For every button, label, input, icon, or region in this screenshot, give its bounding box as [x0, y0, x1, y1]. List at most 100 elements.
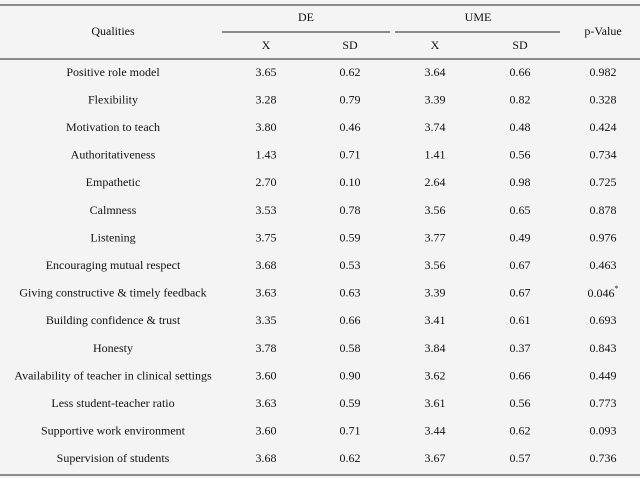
- cell: 0.59: [340, 396, 361, 410]
- quality-label: Availability of teacher in clinical sett…: [14, 368, 212, 382]
- cell: 3.80: [256, 120, 277, 134]
- cell: 0.56: [510, 148, 531, 162]
- sub-header: X: [262, 38, 271, 52]
- cell: 0.66: [510, 368, 531, 382]
- cell: 3.60: [256, 424, 277, 438]
- quality-label: Supportive work environment: [41, 424, 186, 438]
- cell: 0.66: [510, 65, 531, 79]
- cell: 1.43: [256, 148, 277, 162]
- cell: 0.328: [590, 92, 617, 106]
- cell: 0.463: [590, 258, 617, 272]
- cell: 3.35: [256, 313, 277, 327]
- cell: 0.82: [510, 92, 531, 106]
- cell: 0.449: [590, 368, 617, 382]
- quality-label: Honesty: [93, 341, 133, 355]
- cell: 0.843: [590, 341, 617, 355]
- quality-label: Giving constructive & timely feedback: [19, 286, 206, 300]
- cell: 3.61: [425, 396, 446, 410]
- quality-label: Motivation to teach: [66, 120, 160, 134]
- cell: 0.725: [590, 175, 617, 189]
- header-cell: Qualities: [91, 24, 135, 38]
- cell: 0.61: [510, 313, 531, 327]
- quality-label: Encouraging mutual respect: [46, 258, 181, 272]
- cell: 2.64: [425, 175, 446, 189]
- group-header: UME: [465, 10, 492, 24]
- cell: 0.67: [510, 286, 531, 300]
- quality-label: Less student-teacher ratio: [51, 396, 174, 410]
- cell: 2.70: [256, 175, 277, 189]
- cell: 0.48: [510, 120, 531, 134]
- sub-header: SD: [512, 38, 528, 52]
- cell: 0.878: [590, 203, 617, 217]
- cell: 0.59: [340, 230, 361, 244]
- cell: 3.62: [425, 368, 446, 382]
- cell: 0.736: [590, 451, 617, 465]
- quality-label: Supervision of students: [57, 451, 170, 465]
- cell: 3.41: [425, 313, 446, 327]
- cell-value: 0.046: [588, 286, 615, 300]
- cell: 0.37: [510, 341, 531, 355]
- cell: 3.75: [256, 230, 277, 244]
- sub-header: X: [431, 38, 440, 52]
- cell: 0.49: [510, 230, 531, 244]
- quality-label: Listening: [90, 230, 135, 244]
- cell: 0.976: [590, 230, 617, 244]
- cell: 0.71: [340, 424, 361, 438]
- cell: 0.734: [590, 148, 617, 162]
- cell: 3.39: [425, 286, 446, 300]
- cell: 3.77: [425, 230, 446, 244]
- cell: 3.63: [256, 286, 277, 300]
- cell: 0.62: [340, 451, 361, 465]
- cell: 3.63: [256, 396, 277, 410]
- cell: 1.41: [425, 148, 446, 162]
- cell: 3.56: [425, 258, 446, 272]
- cell: 3.60: [256, 368, 277, 382]
- cell: 3.56: [425, 203, 446, 217]
- quality-label: Positive role model: [66, 65, 160, 79]
- cell: 0.982: [590, 65, 617, 79]
- cell: 0.66: [340, 313, 361, 327]
- cell: 0.63: [340, 286, 361, 300]
- cell: 0.62: [510, 424, 531, 438]
- cell: 3.28: [256, 92, 277, 106]
- cell: 0.71: [340, 148, 361, 162]
- cell: 0.046*: [588, 284, 619, 300]
- cell: 0.79: [340, 92, 361, 106]
- cell: 0.78: [340, 203, 361, 217]
- sub-header: SD: [342, 38, 358, 52]
- cell: 0.46: [340, 120, 361, 134]
- cell-note: *: [615, 284, 619, 293]
- cell: 3.84: [425, 341, 446, 355]
- cell: 0.53: [340, 258, 361, 272]
- cell: 0.56: [510, 396, 531, 410]
- cell: 0.57: [510, 451, 531, 465]
- cell: 3.74: [425, 120, 446, 134]
- quality-label: Authoritativeness: [71, 148, 156, 162]
- cell: 0.093: [590, 424, 617, 438]
- cell: 3.67: [425, 451, 446, 465]
- cell: 0.98: [510, 175, 531, 189]
- quality-label: Empathetic: [86, 175, 141, 189]
- cell: 3.53: [256, 203, 277, 217]
- cell: 3.68: [256, 258, 277, 272]
- cell: 0.10: [340, 175, 361, 189]
- cell: 3.65: [256, 65, 277, 79]
- cell: 3.64: [425, 65, 446, 79]
- cell: 0.67: [510, 258, 531, 272]
- cell: 3.44: [425, 424, 446, 438]
- cell: 0.62: [340, 65, 361, 79]
- cell: 3.39: [425, 92, 446, 106]
- quality-label: Flexibility: [88, 92, 138, 106]
- cell: 3.78: [256, 341, 277, 355]
- cell: 0.90: [340, 368, 361, 382]
- cell: 0.773: [590, 396, 617, 410]
- quality-label: Building confidence & trust: [46, 313, 181, 327]
- group-header: DE: [298, 10, 314, 24]
- cell: 0.693: [590, 313, 617, 327]
- cell: 0.424: [590, 120, 617, 134]
- quality-label: Calmness: [90, 203, 137, 217]
- cell: 0.58: [340, 341, 361, 355]
